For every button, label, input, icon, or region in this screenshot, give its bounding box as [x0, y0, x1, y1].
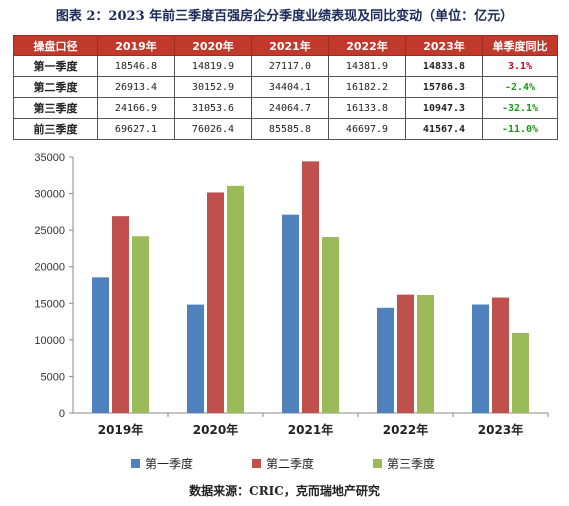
y-tick-label: 0 — [59, 408, 65, 420]
bar — [282, 214, 299, 413]
yoy-cell: 3.1% — [482, 55, 558, 77]
table-header-cell: 2020年 — [174, 35, 252, 56]
chart-legend: 第一季度 第二季度 第三季度 — [0, 455, 569, 471]
row-label: 第三季度 — [13, 97, 98, 119]
table-cell: 14381.9 — [328, 55, 406, 77]
bar — [112, 216, 129, 413]
table-header-cell: 2023年 — [405, 35, 483, 56]
table-header-cell: 2019年 — [97, 35, 175, 56]
bar — [492, 297, 509, 413]
table-cell: 16133.8 — [328, 97, 406, 119]
chart-title: 图表 2：2023 年前三季度百强房企分季度业绩表现及同比变动（单位：亿元） — [55, 9, 514, 24]
legend-label: 第三季度 — [387, 457, 436, 471]
table-cell: 85585.8 — [251, 118, 329, 140]
row-label: 前三季度 — [13, 118, 98, 140]
table-cell: 46697.9 — [328, 118, 406, 140]
table-cell: 34404.1 — [251, 76, 329, 98]
y-tick-label: 25000 — [34, 225, 65, 237]
legend-swatch — [252, 459, 261, 468]
table-header-cell: 操盘口径 — [13, 35, 98, 56]
bar — [377, 307, 394, 413]
legend-swatch — [131, 459, 140, 468]
legend-item: 第二季度 — [252, 455, 314, 472]
table-cell: 27117.0 — [251, 55, 329, 77]
table-cell: 41567.4 — [405, 118, 483, 140]
y-tick-label: 20000 — [34, 262, 65, 274]
table-cell: 69627.1 — [97, 118, 175, 140]
yoy-cell: -11.0% — [482, 118, 558, 140]
y-tick-label: 15000 — [34, 298, 65, 310]
y-tick-label: 30000 — [34, 189, 65, 201]
table-row: 第三季度 24166.9 31053.6 24064.7 16133.8 109… — [13, 97, 558, 119]
table-row: 前三季度 69627.1 76026.4 85585.8 46697.9 415… — [13, 118, 558, 140]
legend-label: 第二季度 — [266, 457, 315, 471]
table-cell: 24064.7 — [251, 97, 329, 119]
table-cell: 10947.3 — [405, 97, 483, 119]
table-cell: 30152.9 — [174, 76, 252, 98]
bar — [207, 192, 224, 413]
bar — [302, 161, 319, 413]
table-cell: 24166.9 — [97, 97, 175, 119]
legend-item: 第一季度 — [131, 455, 193, 472]
bar — [187, 304, 204, 413]
bar-chart: 0 5000 10000 15000 20000 25000 30000 35000 2019年… — [34, 152, 549, 437]
bar — [417, 294, 434, 413]
table-cell: 14819.9 — [174, 55, 252, 77]
bar — [512, 332, 529, 413]
table-cell: 14833.8 — [405, 55, 483, 77]
table-cell: 15786.3 — [405, 76, 483, 98]
table-header-cell: 2022年 — [328, 35, 406, 56]
table-header-cell: 单季度同比 — [482, 35, 558, 56]
legend-item: 第三季度 — [373, 455, 435, 472]
table-cell: 31053.6 — [174, 97, 252, 119]
x-tick-label: 2020年 — [193, 422, 238, 437]
yoy-cell: -32.1% — [482, 97, 558, 119]
bar — [397, 294, 414, 413]
data-source-note: 数据来源：CRIC，克而瑞地产研究 — [189, 484, 380, 498]
table-cell: 26913.4 — [97, 76, 175, 98]
x-tick-label: 2023年 — [478, 422, 523, 437]
bar — [322, 236, 339, 413]
y-tick-label: 10000 — [34, 335, 65, 347]
yoy-cell: -2.4% — [482, 76, 558, 98]
table-cell: 16182.2 — [328, 76, 406, 98]
row-label: 第二季度 — [13, 76, 98, 98]
table-cell: 76026.4 — [174, 118, 252, 140]
data-table: 操盘口径 2019年 2020年 2021年 2022年 2023年 单季度同比… — [13, 35, 558, 140]
bar — [132, 236, 149, 413]
x-tick-label: 2022年 — [383, 422, 428, 437]
row-label: 第一季度 — [13, 55, 98, 77]
table-row: 第一季度 18546.8 14819.9 27117.0 14381.9 148… — [13, 55, 558, 77]
x-tick-label: 2021年 — [288, 422, 333, 437]
table-header-cell: 2021年 — [251, 35, 329, 56]
legend-label: 第一季度 — [145, 457, 194, 471]
bar — [227, 185, 244, 413]
bar — [472, 304, 489, 413]
y-tick-label: 35000 — [34, 152, 65, 164]
x-tick-label: 2019年 — [98, 422, 143, 437]
bar — [92, 277, 109, 413]
y-tick-label: 5000 — [41, 371, 65, 383]
table-header-row: 操盘口径 2019年 2020年 2021年 2022年 2023年 单季度同比 — [13, 35, 558, 56]
table-row: 第二季度 26913.4 30152.9 34404.1 16182.2 157… — [13, 76, 558, 98]
legend-swatch — [373, 459, 382, 468]
table-cell: 18546.8 — [97, 55, 175, 77]
